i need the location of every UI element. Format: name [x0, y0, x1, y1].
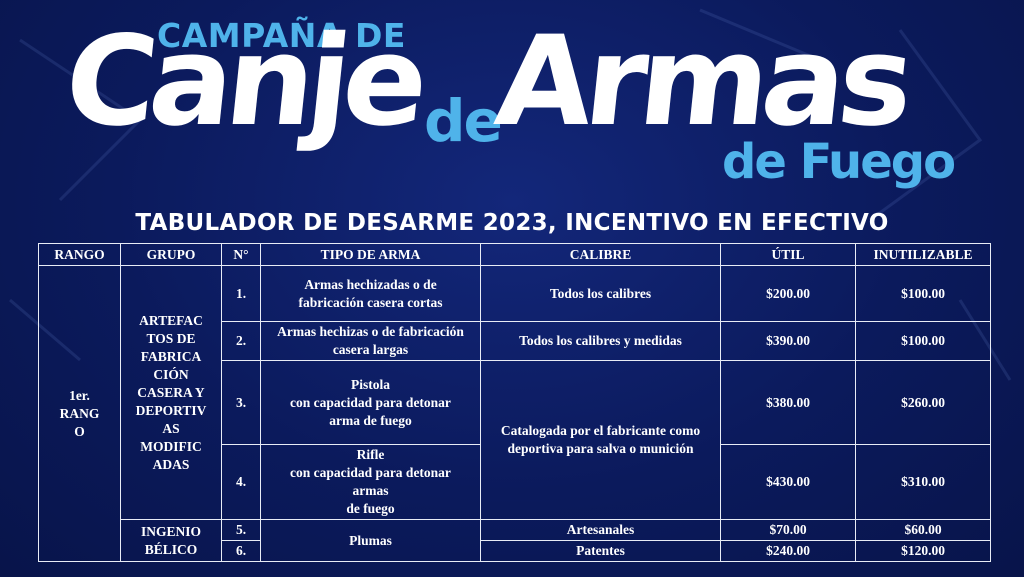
header-numero: N°	[221, 243, 261, 266]
table-header-row: RANGO GRUPO N° TIPO DE ARMA CALIBRE ÚTIL…	[38, 243, 991, 266]
row-number: 5.	[221, 519, 261, 541]
header-rango: RANGO	[38, 243, 121, 266]
header-grupo: GRUPO	[120, 243, 222, 266]
header-util: ÚTIL	[720, 243, 856, 266]
title-de: de	[424, 87, 503, 155]
header-inutilizable: INUTILIZABLE	[855, 243, 991, 266]
tipo-cell: Armas hechizadas o de fabricación casera…	[260, 265, 481, 322]
table-row: INGENIO BÉLICO 5. Plumas Artesanales $70…	[39, 519, 991, 562]
calibre-cell: Todos los calibres y medidas	[480, 321, 721, 361]
table-subtitle: TABULADOR DE DESARME 2023, INCENTIVO EN …	[135, 210, 889, 236]
rango-cell: 1er. RANG O	[38, 265, 121, 562]
inutil-cell: $100.00	[855, 265, 991, 322]
header-tipo-arma: TIPO DE ARMA	[260, 243, 481, 266]
inutil-cell: $100.00	[855, 321, 991, 361]
disarmament-table: RANGO GRUPO N° TIPO DE ARMA CALIBRE ÚTIL…	[38, 243, 991, 562]
table-row: 1er. RANG O ARTEFAC TOS DE FABRICA CIÓN …	[38, 265, 991, 562]
title-canje: Canje	[58, 10, 429, 154]
util-cell: $200.00	[720, 265, 856, 322]
row-number: 1.	[221, 265, 261, 322]
util-cell: $380.00	[720, 360, 856, 445]
campaign-header: CAMPAÑA DE Canje de Armas de Fuego	[0, 0, 1024, 210]
inutil-cell: $260.00	[855, 360, 991, 445]
tipo-cell: Pistola con capacidad para detonar arma …	[260, 360, 481, 445]
calibre-cell: Artesanales	[480, 519, 721, 541]
util-cell: $390.00	[720, 321, 856, 361]
tipo-cell-plumas: Plumas	[260, 519, 481, 562]
row-number: 3.	[221, 360, 261, 445]
calibre-cell-deportiva: Catalogada por el fabricante como deport…	[480, 360, 721, 520]
tipo-cell: Rifle con capacidad para detonar armas d…	[260, 444, 481, 520]
title-armas: Armas	[489, 10, 914, 154]
inutil-cell: $120.00	[855, 540, 991, 562]
tipo-cell: Armas hechizas o de fabricación casera l…	[260, 321, 481, 361]
table-row: 4. Rifle con capacidad para detonar arma…	[39, 444, 991, 520]
table-row: 6. Patentes $240.00 $120.00	[39, 540, 991, 562]
calibre-cell: Todos los calibres	[480, 265, 721, 322]
row-number: 4.	[221, 444, 261, 520]
inutil-cell: $310.00	[855, 444, 991, 520]
campaign-label: CAMPAÑA DE	[157, 16, 406, 55]
group-cell-ingenio: INGENIO BÉLICO	[120, 519, 222, 562]
table-row: 2. Armas hechizas o de fabricación caser…	[39, 321, 991, 361]
header-calibre: CALIBRE	[480, 243, 721, 266]
util-cell: $70.00	[720, 519, 856, 541]
row-number: 6.	[221, 540, 261, 562]
calibre-cell: Patentes	[480, 540, 721, 562]
title-de-fuego: de Fuego	[722, 134, 956, 190]
util-cell: $240.00	[720, 540, 856, 562]
util-cell: $430.00	[720, 444, 856, 520]
row-number: 2.	[221, 321, 261, 361]
group-cell-artefactos: ARTEFAC TOS DE FABRICA CIÓN CASERA Y DEP…	[120, 265, 222, 520]
table-row: 3. Pistola con capacidad para detonar ar…	[39, 360, 991, 520]
inutil-cell: $60.00	[855, 519, 991, 541]
